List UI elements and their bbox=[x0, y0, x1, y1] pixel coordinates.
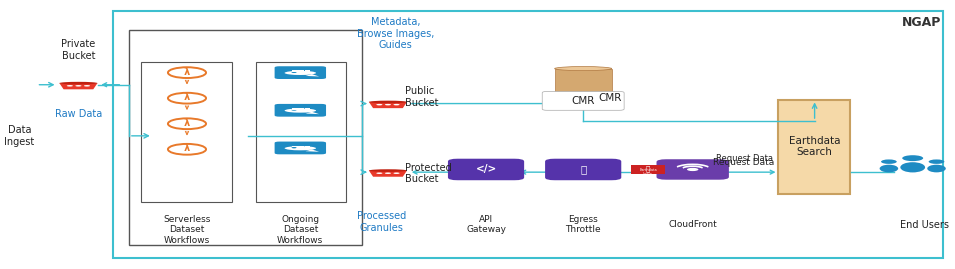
FancyBboxPatch shape bbox=[298, 146, 304, 147]
Text: Data
Ingest: Data Ingest bbox=[4, 125, 34, 147]
Ellipse shape bbox=[285, 108, 316, 113]
Circle shape bbox=[687, 168, 698, 171]
Ellipse shape bbox=[67, 85, 73, 87]
Text: Metadata,
Browse Images,
Guides: Metadata, Browse Images, Guides bbox=[357, 17, 435, 50]
Text: Public
Bucket: Public Bucket bbox=[405, 86, 438, 108]
FancyBboxPatch shape bbox=[448, 159, 524, 180]
FancyBboxPatch shape bbox=[275, 141, 326, 154]
FancyBboxPatch shape bbox=[298, 70, 304, 72]
FancyBboxPatch shape bbox=[305, 70, 310, 72]
FancyBboxPatch shape bbox=[292, 146, 298, 147]
Circle shape bbox=[168, 67, 206, 78]
Ellipse shape bbox=[59, 82, 97, 84]
FancyBboxPatch shape bbox=[275, 104, 326, 117]
Text: CloudFront: CloudFront bbox=[668, 220, 717, 229]
Text: Processed
Granules: Processed Granules bbox=[356, 211, 406, 233]
Text: λ: λ bbox=[184, 67, 190, 77]
Ellipse shape bbox=[555, 101, 612, 106]
Polygon shape bbox=[369, 102, 407, 108]
Text: CMR: CMR bbox=[571, 96, 595, 106]
Ellipse shape bbox=[285, 146, 316, 150]
Text: λ: λ bbox=[184, 92, 190, 102]
FancyBboxPatch shape bbox=[305, 108, 310, 110]
Text: </>: </> bbox=[476, 164, 497, 175]
Text: Serverless
Dataset
Workflows: Serverless Dataset Workflows bbox=[163, 215, 211, 245]
Polygon shape bbox=[306, 150, 319, 152]
FancyBboxPatch shape bbox=[129, 30, 362, 245]
Circle shape bbox=[902, 155, 923, 161]
Circle shape bbox=[928, 160, 944, 164]
Polygon shape bbox=[306, 112, 319, 114]
Ellipse shape bbox=[376, 172, 382, 174]
Text: Earthdata
Search: Earthdata Search bbox=[789, 136, 840, 157]
Circle shape bbox=[291, 72, 297, 73]
FancyBboxPatch shape bbox=[275, 66, 326, 79]
Ellipse shape bbox=[285, 71, 316, 75]
FancyBboxPatch shape bbox=[256, 62, 346, 202]
Ellipse shape bbox=[75, 85, 81, 87]
Circle shape bbox=[291, 109, 297, 111]
FancyBboxPatch shape bbox=[113, 11, 944, 258]
Ellipse shape bbox=[385, 172, 391, 174]
Ellipse shape bbox=[385, 104, 391, 105]
Circle shape bbox=[168, 144, 206, 155]
Text: Egress
Throttle: Egress Throttle bbox=[565, 215, 601, 234]
Text: CMR: CMR bbox=[598, 93, 622, 103]
Text: λ: λ bbox=[184, 143, 190, 154]
Text: 🔍: 🔍 bbox=[646, 165, 650, 172]
Text: λ: λ bbox=[184, 118, 190, 128]
FancyBboxPatch shape bbox=[141, 62, 232, 202]
Ellipse shape bbox=[369, 101, 407, 103]
Text: Raw Data: Raw Data bbox=[54, 109, 102, 119]
Text: Request Data: Request Data bbox=[712, 158, 774, 167]
Ellipse shape bbox=[376, 104, 382, 105]
Text: End Users: End Users bbox=[900, 220, 948, 230]
Polygon shape bbox=[555, 69, 612, 104]
FancyBboxPatch shape bbox=[656, 159, 729, 180]
Text: Private
Bucket: Private Bucket bbox=[61, 39, 96, 61]
Ellipse shape bbox=[369, 169, 407, 172]
Text: Request Data: Request Data bbox=[715, 154, 773, 163]
FancyBboxPatch shape bbox=[292, 108, 298, 110]
FancyBboxPatch shape bbox=[292, 70, 298, 72]
FancyBboxPatch shape bbox=[305, 146, 310, 147]
Ellipse shape bbox=[393, 104, 399, 105]
FancyBboxPatch shape bbox=[778, 100, 850, 194]
Polygon shape bbox=[306, 74, 319, 76]
Ellipse shape bbox=[880, 165, 899, 172]
Ellipse shape bbox=[901, 162, 925, 172]
Text: API
Gateway: API Gateway bbox=[466, 215, 506, 234]
Polygon shape bbox=[59, 83, 97, 89]
Text: ⛅: ⛅ bbox=[580, 164, 586, 175]
Ellipse shape bbox=[393, 172, 399, 174]
Text: Protected
Bucket: Protected Bucket bbox=[405, 163, 452, 184]
Ellipse shape bbox=[84, 85, 90, 87]
FancyBboxPatch shape bbox=[298, 108, 304, 110]
Circle shape bbox=[168, 93, 206, 104]
Ellipse shape bbox=[555, 66, 612, 70]
Text: Earthdata
Login: Earthdata Login bbox=[639, 168, 657, 176]
FancyBboxPatch shape bbox=[542, 91, 625, 110]
Polygon shape bbox=[369, 171, 407, 177]
Circle shape bbox=[881, 160, 897, 164]
FancyBboxPatch shape bbox=[545, 159, 622, 180]
Circle shape bbox=[168, 118, 206, 129]
Ellipse shape bbox=[927, 165, 945, 172]
Circle shape bbox=[291, 147, 297, 148]
Text: NGAP: NGAP bbox=[902, 16, 942, 29]
Text: Ongoing
Dataset
Workflows: Ongoing Dataset Workflows bbox=[277, 215, 324, 245]
FancyBboxPatch shape bbox=[631, 165, 665, 174]
